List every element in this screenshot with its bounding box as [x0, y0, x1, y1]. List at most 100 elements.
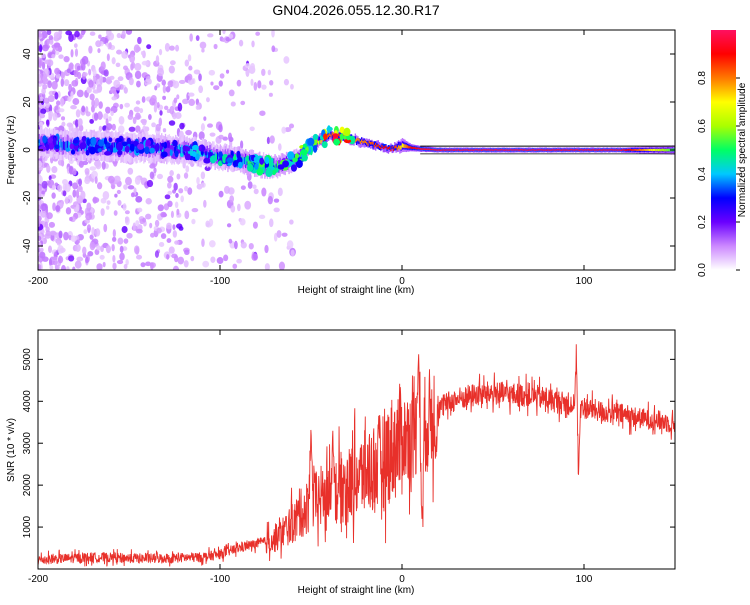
spectrogram-ridge-segment — [609, 149, 611, 151]
spectrogram-noise-blob — [240, 241, 247, 249]
spectrogram-noise-blob — [251, 40, 255, 48]
spectrogram-noise-blob — [80, 30, 86, 36]
spectrogram-noise-blob — [60, 71, 65, 79]
spectrogram-ridge-segment — [586, 149, 588, 151]
spectrogram-ridge-segment — [368, 140, 371, 144]
spectrogram-noise-blob — [86, 86, 93, 94]
spectrogram-ridge-segment — [180, 146, 182, 155]
spectrogram-noise-blob — [129, 54, 136, 63]
spectrogram-noise-blob — [121, 50, 129, 59]
spectrogram-noise-blob — [145, 261, 152, 267]
spectrogram-ridge-segment — [215, 153, 218, 162]
snr-axes: -200 -100 0 100 1000 2000 3000 4000 5000 — [22, 330, 675, 585]
spectrogram-noise-blob — [176, 223, 183, 229]
spectrogram-ridge-segment — [452, 149, 455, 151]
spectrogram-ridge-segment — [429, 148, 432, 151]
spectrogram-noise-blob — [103, 223, 108, 233]
spectrogram-noise-blob — [80, 190, 86, 200]
spectrogram-ridge-segment — [61, 141, 64, 151]
spectrogram-noise-blob — [38, 175, 43, 185]
spectrogram-ridge-segment — [541, 149, 544, 151]
spectrogram-noise-blob — [92, 89, 100, 94]
spectrogram-noise-blob — [91, 99, 95, 108]
spectrogram-noise-blob — [59, 97, 65, 107]
spectrogram-ridge-segment — [576, 149, 578, 151]
spectrogram-ridge-segment — [443, 149, 446, 151]
spectrogram-ridge-segment — [423, 148, 425, 150]
spectrogram-noise-blob — [94, 176, 98, 184]
spectrogram-ridge-segment — [642, 148, 644, 152]
spectrogram-noise-blob — [195, 35, 200, 41]
spectrogram-noise-blob — [113, 175, 121, 183]
spectrogram-noise-blob — [281, 126, 287, 134]
spectrogram-ridge-segment — [582, 149, 585, 151]
spectrogram-noise-blob — [141, 96, 146, 103]
spectrogram-noise-blob — [283, 78, 290, 86]
spectrogram-ytick-label: 40 — [22, 48, 33, 60]
spectrogram-noise-blob — [257, 80, 262, 89]
spectrogram-ridge-segment — [378, 145, 381, 149]
spectrogram-ridge-segment — [425, 148, 428, 151]
spectrogram-ridge-blob — [295, 159, 303, 168]
spectrogram-ridge-segment — [600, 149, 602, 151]
spectrogram-noise-blob — [125, 176, 132, 186]
snr-xtick-label: -200 — [28, 574, 48, 585]
spectrogram-noise-blob — [145, 213, 152, 220]
spectrogram-ridge-segment — [664, 148, 666, 152]
spectrogram-ridge-segment — [372, 142, 374, 145]
spectrogram-noise-blob — [99, 254, 105, 260]
spectrogram-noise-blob — [223, 254, 229, 262]
spectrogram-noise-blob — [255, 31, 261, 36]
spectrogram-ridge-blob — [52, 137, 57, 146]
colorbar-tick-label: 0.4 — [697, 167, 708, 181]
spectrogram-ridge-segment — [173, 147, 176, 156]
spectrogram-noise-blob — [113, 79, 121, 88]
spectrogram-ridge-segment — [357, 138, 359, 144]
spectrogram-noise-blob — [48, 221, 56, 228]
spectrogram-ridge-segment — [428, 148, 430, 150]
spectrogram-ridge-segment — [498, 149, 500, 151]
spectrogram-noise-blob — [55, 49, 60, 55]
spectrogram-noise-blob — [184, 210, 190, 220]
spectrogram-noise-blob — [92, 76, 97, 83]
spectrogram-ridge-segment — [372, 143, 374, 149]
spectrogram-ridge-segment — [544, 149, 546, 151]
spectrogram-ridge-segment — [401, 143, 404, 148]
spectrogram-noise-blob — [82, 72, 88, 77]
spectrogram-ridge-segment — [538, 149, 540, 151]
spectrogram-noise-blob — [276, 230, 282, 238]
spectrogram-ridge-segment — [605, 149, 608, 151]
spectrogram-ridge-segment — [439, 149, 442, 151]
spectrogram-ridge-segment — [330, 134, 332, 138]
spectrogram-ridge-segment — [367, 140, 369, 146]
spectrogram-noise-blob — [71, 80, 79, 87]
spectrogram-ridge-segment — [549, 149, 551, 151]
spectrogram-noise-blob — [108, 116, 112, 122]
spectrogram-ridge-blob — [339, 126, 345, 134]
spectrogram-noise-blob — [105, 106, 111, 114]
spectrogram-ridge-segment — [589, 149, 591, 151]
spectrogram-noise-blob — [207, 123, 213, 128]
spectrogram-ridge-segment — [275, 163, 278, 170]
spectrogram-ridge-segment — [383, 144, 386, 149]
spectrogram-noise-blob — [289, 219, 294, 225]
spectrogram-ridge-segment — [466, 149, 469, 151]
spectrogram-ridge-segment — [526, 149, 529, 151]
spectrogram-ridge-segment — [590, 149, 592, 151]
spectrogram-ridge-segment — [555, 149, 558, 151]
spectrogram-noise-blob — [268, 218, 274, 228]
spectrogram-noise-blob — [204, 165, 211, 172]
spectrogram-noise-blob — [39, 113, 46, 119]
spectrogram-ridge-blob — [323, 133, 328, 140]
spectrogram-noise-blob — [38, 204, 42, 212]
spectrogram-noise-blob — [61, 121, 66, 127]
figure-title: GN04.2026.055.12.30.R17 — [272, 2, 440, 18]
spectrogram-ridge-blob — [47, 137, 53, 144]
spectrogram-noise-blob — [175, 193, 179, 198]
snr-xlabel: Height of straight line (km) — [298, 585, 415, 596]
spectrogram-noise-blob — [198, 131, 205, 140]
spectrogram-ridge-segment — [578, 149, 581, 151]
spectrogram-noise-blob — [55, 205, 61, 213]
spectrogram-ridge-segment — [610, 149, 613, 151]
spectrogram-noise-blob — [187, 54, 192, 62]
